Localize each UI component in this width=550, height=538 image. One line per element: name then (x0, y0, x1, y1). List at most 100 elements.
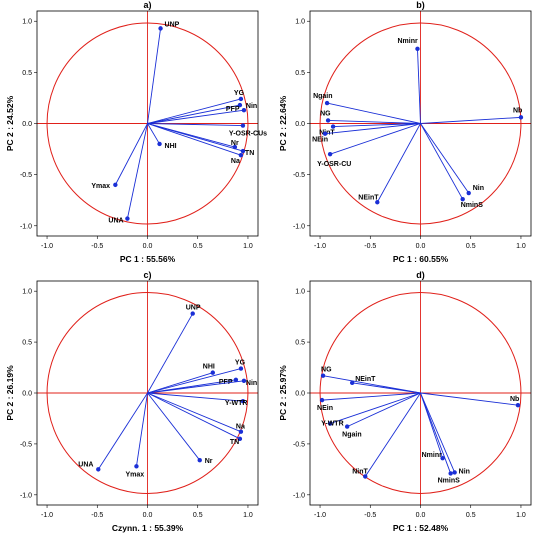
point-y-osr-cu (327, 151, 333, 157)
point-nb (518, 115, 524, 120)
panel-title: c) (143, 270, 151, 280)
label-nr: Nr (231, 140, 239, 147)
point-nmins (460, 196, 465, 202)
point-y-wtr (327, 421, 333, 426)
point-unp (190, 311, 195, 316)
point-nin (452, 470, 457, 475)
point-neint (349, 380, 355, 386)
point-una (125, 216, 130, 221)
label-una: UNA (78, 461, 93, 468)
vector-ng (328, 119, 421, 124)
label-na: Na (231, 158, 240, 165)
point-ymax (134, 464, 139, 469)
point-ng (320, 373, 326, 378)
y-tick-label: -0.5 (293, 172, 305, 179)
panel-title: d) (416, 270, 425, 280)
x-tick-label: -1.0 (314, 512, 326, 519)
y-tick-label: 0.5 (295, 70, 305, 77)
panel-b: b) -1.0 -0.5 0.0 0.5 1.0 -1.0 -0.5 0.0 0.5 1.0 PC 1… (278, 0, 532, 264)
x-tick-label: -0.5 (91, 512, 103, 519)
x-tick-label: 1.0 (516, 512, 526, 519)
label-nint: NinT (352, 468, 368, 475)
label-pfp: PFP (226, 106, 240, 113)
point-ngain (344, 424, 350, 429)
point-ngain (324, 100, 330, 106)
vector-nr (147, 392, 201, 461)
x-tick-label: -0.5 (91, 243, 103, 250)
label-nin: Nin (473, 185, 484, 192)
vector-nint (364, 392, 421, 477)
vector-nmins (420, 123, 464, 200)
y-tick-label: -1.0 (20, 492, 32, 499)
label-y-wtr: Y-WTR (225, 400, 248, 407)
x-tick-label: 0.0 (143, 512, 153, 519)
y-tick-label: -1.0 (293, 492, 305, 499)
vector-nminr (417, 48, 421, 124)
y-tick-label: 0.5 (22, 70, 32, 77)
point-nint (363, 474, 368, 479)
y-tick-label: 1.0 (295, 289, 305, 296)
vector-unp (147, 313, 194, 394)
point-y-wtr (240, 398, 246, 404)
vector-neint (376, 123, 421, 203)
label-nhi: NHI (165, 143, 177, 150)
y-axis-label: PC 2 : 22.64% (278, 95, 288, 151)
point-nin (466, 190, 471, 196)
point-yg (238, 366, 244, 371)
label-nein: NEin (312, 137, 328, 144)
label-tn: TN (245, 150, 254, 157)
y-tick-label: -1.0 (293, 223, 305, 230)
x-axis-label: PC 1 : 60.55% (393, 254, 449, 264)
label-ngain: Ngain (313, 93, 332, 100)
label-nb: Nb (513, 107, 522, 114)
vector-unp (147, 28, 162, 124)
label-pfp: PFP (219, 379, 233, 386)
point-nmins (448, 471, 453, 476)
label-ng: NG (321, 367, 332, 374)
vector-nb (420, 392, 518, 406)
label-y-osr-cu: Y-OSR-CU (317, 161, 351, 168)
label-tn: TN (230, 439, 239, 446)
panel-title: b) (416, 0, 425, 10)
y-axis-label: PC 2 : 24.52% (5, 95, 15, 151)
y-axis-label: PC 2 : 25.97% (278, 365, 288, 421)
vector-yg (147, 98, 242, 124)
x-tick-label: 1.0 (243, 243, 253, 250)
y-tick-label: 1.0 (22, 289, 32, 296)
x-tick-label: 0.5 (193, 512, 203, 519)
vector-nmins (420, 392, 452, 474)
vector-pfp (147, 104, 241, 124)
vector-nhi (147, 123, 160, 145)
vector-nin (147, 109, 244, 124)
x-tick-label: 0.0 (416, 512, 426, 519)
point-nin (241, 378, 247, 383)
x-tick-label: 0.5 (193, 243, 203, 250)
x-tick-label: 0.0 (416, 243, 426, 250)
label-na: Na (236, 424, 245, 431)
vector-ng (322, 375, 421, 394)
vector-na (147, 392, 242, 433)
y-tick-label: 0.5 (295, 340, 305, 347)
x-tick-label: -0.5 (364, 512, 376, 519)
y-tick-label: 1.0 (22, 19, 32, 26)
vector-na (147, 123, 242, 156)
vector-una (126, 123, 148, 219)
label-yg: YG (235, 360, 246, 367)
x-axis-label: PC 1 : 52.48% (393, 523, 449, 533)
vector-nint (333, 123, 421, 128)
vector-y-wtr (329, 392, 421, 424)
vector-nin (147, 380, 244, 394)
label-nin: Nin (246, 380, 257, 387)
point-tn (237, 436, 243, 442)
point-nb (515, 403, 521, 408)
point-unp (158, 26, 163, 31)
point-tn (240, 148, 246, 154)
point-ymax (113, 182, 118, 188)
label-nmins: NminS (461, 202, 484, 209)
label-nb: Nb (510, 396, 519, 403)
vector-nin (420, 392, 456, 473)
label-unp: UNP (165, 21, 180, 28)
label-nein: NEin (317, 405, 333, 412)
y-axis-label: PC 2 : 26.19% (5, 365, 15, 421)
